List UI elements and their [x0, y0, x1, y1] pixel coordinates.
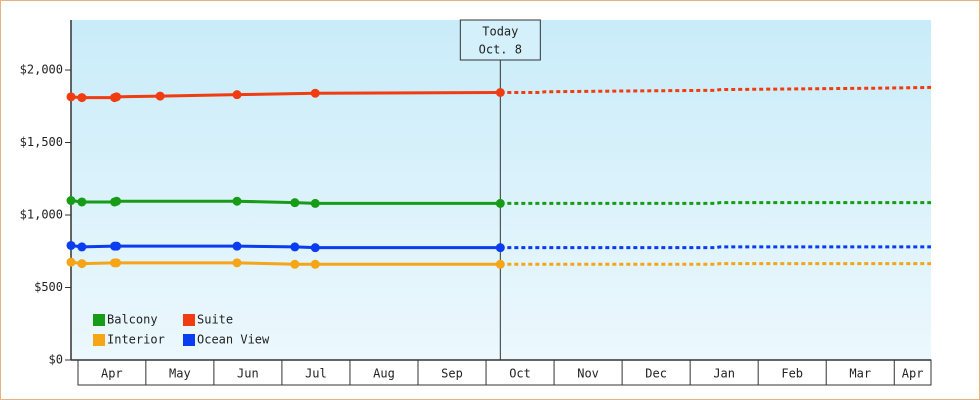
- y-tick-label: $1,500: [20, 135, 63, 149]
- legend-swatch: [93, 334, 105, 346]
- y-tick-label: $1,000: [20, 208, 63, 222]
- point: [290, 242, 300, 252]
- point: [232, 241, 242, 251]
- today-label: Oct. 8: [479, 43, 522, 57]
- x-tick-label: Dec: [645, 367, 667, 381]
- x-axis-strip: [77, 359, 932, 386]
- point: [310, 88, 320, 98]
- point: [66, 92, 76, 102]
- y-tick-label: $2,000: [20, 63, 63, 77]
- point: [66, 257, 76, 267]
- y-tick-label: $500: [34, 280, 63, 294]
- legend-label: Suite: [197, 313, 233, 327]
- point: [112, 241, 122, 251]
- forecast-line: [500, 85, 932, 94]
- point: [495, 243, 505, 253]
- point: [310, 259, 320, 269]
- point: [310, 243, 320, 253]
- legend-swatch: [183, 314, 195, 326]
- today-box: [459, 19, 541, 61]
- point: [290, 259, 300, 269]
- point: [66, 196, 76, 206]
- point: [232, 196, 242, 206]
- x-tick-label: Jan: [713, 367, 735, 381]
- point: [112, 92, 122, 102]
- point: [232, 90, 242, 100]
- forecast-line: [500, 201, 931, 205]
- point: [290, 198, 300, 208]
- forecast-line: [500, 245, 931, 250]
- point: [77, 93, 87, 103]
- point: [310, 198, 320, 208]
- plot-area: [71, 20, 931, 360]
- point: [495, 198, 505, 208]
- legend-swatch: [93, 314, 105, 326]
- x-tick-label: Mar: [849, 367, 871, 381]
- legend-label: Interior: [107, 333, 165, 347]
- point: [495, 259, 505, 269]
- x-tick-label: Sep: [441, 367, 463, 381]
- point: [112, 258, 122, 268]
- point: [155, 91, 165, 101]
- forecast-line: [500, 262, 931, 266]
- x-tick-label: Feb: [781, 367, 803, 381]
- point: [77, 242, 87, 252]
- x-tick-label: May: [169, 367, 191, 381]
- x-tick-label: Jul: [305, 367, 327, 381]
- legend-swatch: [183, 334, 195, 346]
- point: [77, 259, 87, 269]
- x-tick-label: Oct: [509, 367, 531, 381]
- point: [66, 240, 76, 250]
- x-tick-label: Aug: [373, 367, 395, 381]
- point: [232, 258, 242, 268]
- x-tick-label: Jun: [237, 367, 259, 381]
- legend-label: Balcony: [107, 313, 158, 327]
- point: [112, 196, 122, 206]
- point: [77, 197, 87, 207]
- point: [495, 87, 505, 97]
- x-tick-label: Apr: [902, 367, 924, 381]
- y-tick-label: $0: [49, 353, 63, 367]
- x-tick-label: Nov: [577, 367, 599, 381]
- series-line: [70, 90, 501, 100]
- x-tick-label: Apr: [101, 367, 123, 381]
- legend-label: Ocean View: [197, 333, 270, 347]
- today-label: Today: [482, 25, 518, 39]
